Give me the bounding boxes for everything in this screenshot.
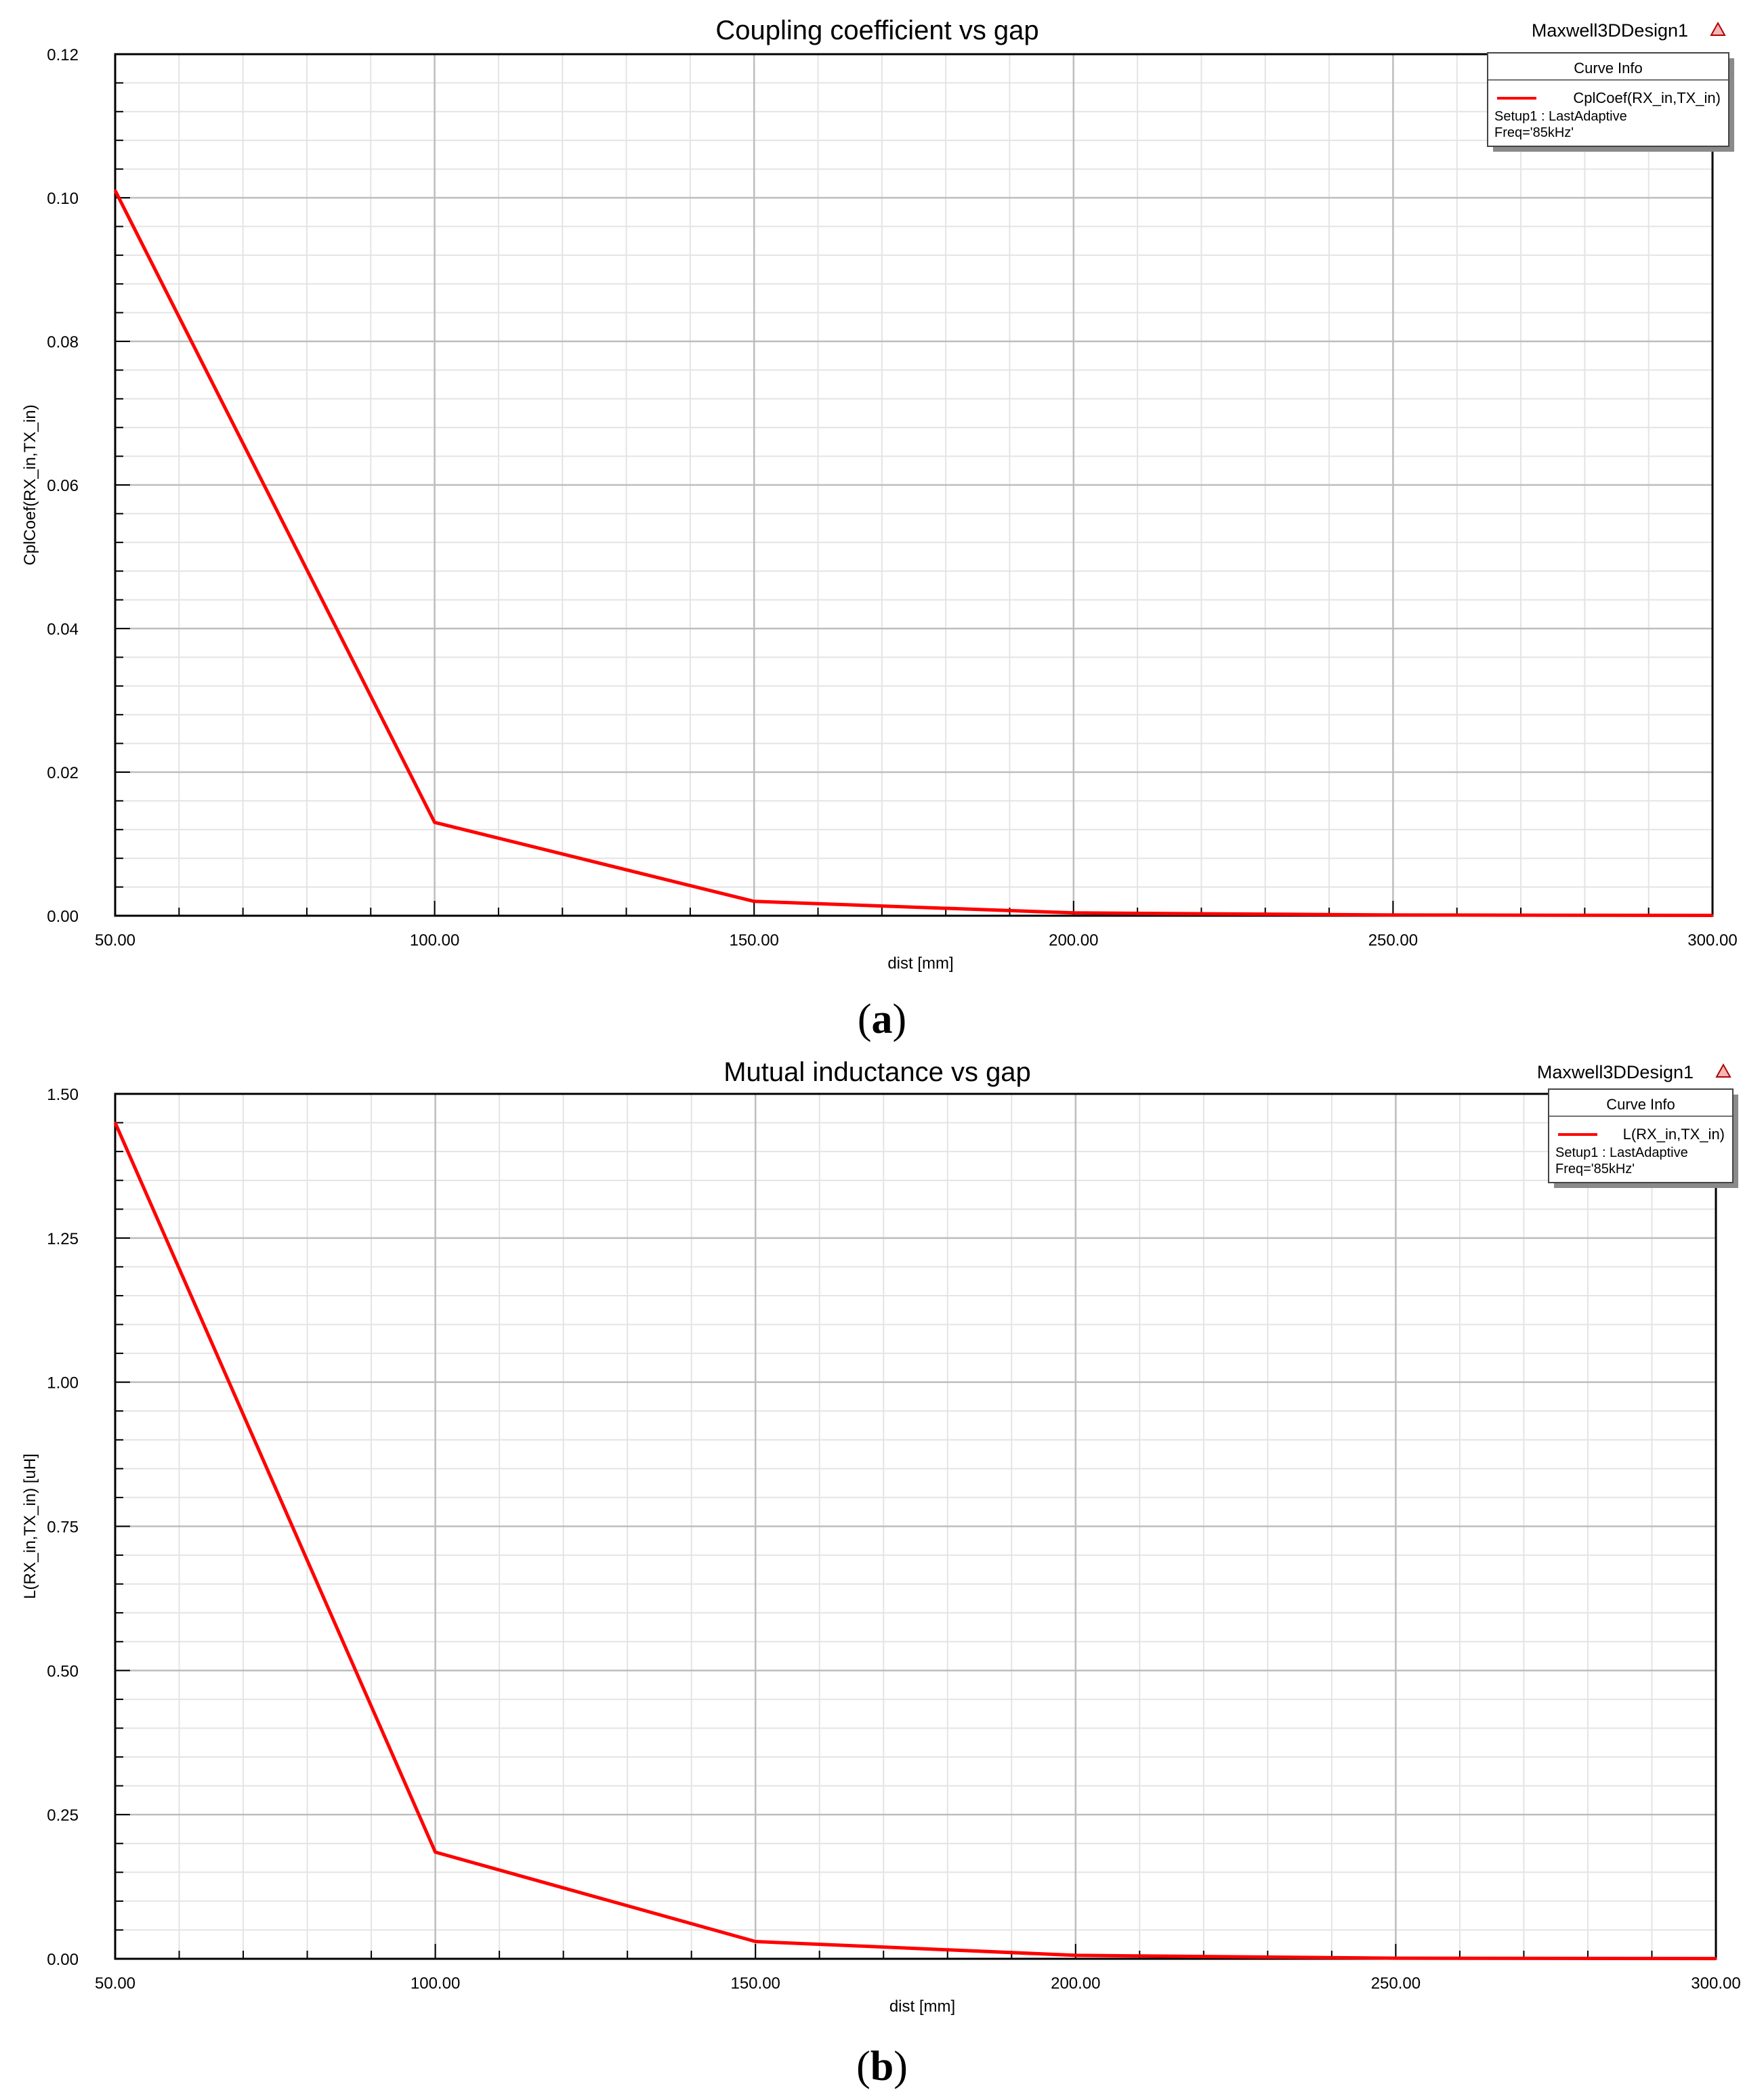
y-tick-label: 0.06 [47, 477, 79, 495]
data-point [1391, 914, 1394, 916]
y-axis-label: CplCoef(RX_in,TX_in) [21, 404, 39, 565]
legend-freq: Freq='85kHz' [1555, 1162, 1635, 1176]
y-tick-label: 1.50 [47, 1086, 79, 1104]
y-tick-label: 0.04 [47, 620, 79, 639]
chart-a-svg: 50.00 100.00 150.00 200.00 250.00 300.00 0.00 0… [21, 16, 1738, 973]
x-tick-label: 250.00 [1371, 1974, 1421, 1993]
chart-title: Mutual inductance vs gap [723, 1057, 1031, 1087]
sublabel-b: (b) [856, 2043, 908, 2090]
x-tick-label: 50.00 [95, 931, 135, 950]
tick-marks [114, 1093, 1717, 1959]
x-axis-label: dist [mm] [887, 954, 953, 973]
data-point [1074, 1954, 1077, 1957]
legend-freq: Freq='85kHz' [1494, 125, 1574, 140]
x-tick-label: 100.00 [411, 1974, 460, 1993]
warning-triangle-icon[interactable] [1715, 1063, 1731, 1078]
data-point [434, 821, 436, 824]
legend-header: Curve Info [1606, 1096, 1675, 1113]
chart-b-svg: 50.00 100.00 150.00 200.00 250.00 300.00 0.00 0… [21, 1057, 1741, 2016]
plot-frame [114, 1093, 1717, 1960]
major-gridlines [115, 54, 1713, 916]
series-line [113, 1122, 1717, 1961]
y-tick-label: 0.75 [47, 1519, 79, 1537]
legend-box[interactable]: Curve Info L(RX_in,TX_in) Setup1 : LastAda… [1548, 1088, 1738, 1188]
data-point [114, 189, 117, 192]
legend-entry: L(RX_in,TX_in) [1623, 1126, 1725, 1143]
y-tick-label: 0.02 [47, 764, 79, 782]
major-gridlines [115, 1094, 1716, 1959]
x-tick-label: 50.00 [95, 1974, 135, 1993]
y-tick-label: 1.00 [47, 1374, 79, 1393]
plot-frame [114, 53, 1714, 917]
data-point [753, 900, 755, 903]
data-point [434, 1851, 437, 1854]
data-point [1715, 1957, 1717, 1960]
y-axis-label: L(RX_in,TX_in) [uH] [21, 1454, 39, 1599]
legend-setup: Setup1 : LastAdaptive [1555, 1145, 1688, 1160]
chart-panel-b: 50.00 100.00 150.00 200.00 250.00 300.00 0.00 0… [0, 1057, 1764, 2099]
sublabel-a: (a) [857, 996, 907, 1042]
chart-title: Coupling coefficient vs gap [715, 16, 1038, 45]
data-point [754, 1940, 757, 1943]
chart-panel-a: 50.00 100.00 150.00 200.00 250.00 300.00 0.00 0… [21, 16, 1738, 1042]
x-tick-label: 200.00 [1051, 1974, 1100, 1993]
legend-entry: CplCoef(RX_in,TX_in) [1573, 89, 1721, 106]
data-point [1711, 914, 1714, 916]
design-name: Maxwell3DDesign1 [1532, 20, 1688, 41]
warning-triangle-icon[interactable] [1710, 21, 1726, 36]
legend-box[interactable]: Curve Info CplCoef(RX_in,TX_in) Setup1 : L… [1487, 52, 1734, 152]
data-point [1072, 912, 1075, 914]
design-name: Maxwell3DDesign1 [1537, 1062, 1694, 1082]
x-tick-label: 150.00 [730, 1974, 780, 1993]
x-axis-label: dist [mm] [889, 1997, 955, 2016]
x-tick-label: 300.00 [1687, 931, 1737, 950]
legend-header: Curve Info [1574, 60, 1643, 77]
y-tick-label: 0.25 [47, 1806, 79, 1825]
y-tick-label: 0.10 [47, 190, 79, 208]
legend-setup: Setup1 : LastAdaptive [1494, 109, 1627, 124]
y-tick-label: 0.50 [47, 1662, 79, 1680]
x-tick-label: 300.00 [1691, 1974, 1740, 1993]
x-tick-label: 200.00 [1049, 931, 1098, 950]
y-tick-label: 0.00 [47, 1951, 79, 1969]
series-line [113, 190, 1713, 917]
x-tick-label: 250.00 [1368, 931, 1418, 950]
data-point [114, 1122, 117, 1124]
y-tick-label: 0.08 [47, 333, 79, 352]
x-tick-label: 150.00 [729, 931, 778, 950]
x-tick-label: 100.00 [410, 931, 459, 950]
y-tick-label: 0.00 [47, 908, 79, 926]
data-point [1394, 1957, 1397, 1959]
y-tick-label: 1.25 [47, 1230, 79, 1248]
y-tick-label: 0.12 [47, 46, 79, 64]
